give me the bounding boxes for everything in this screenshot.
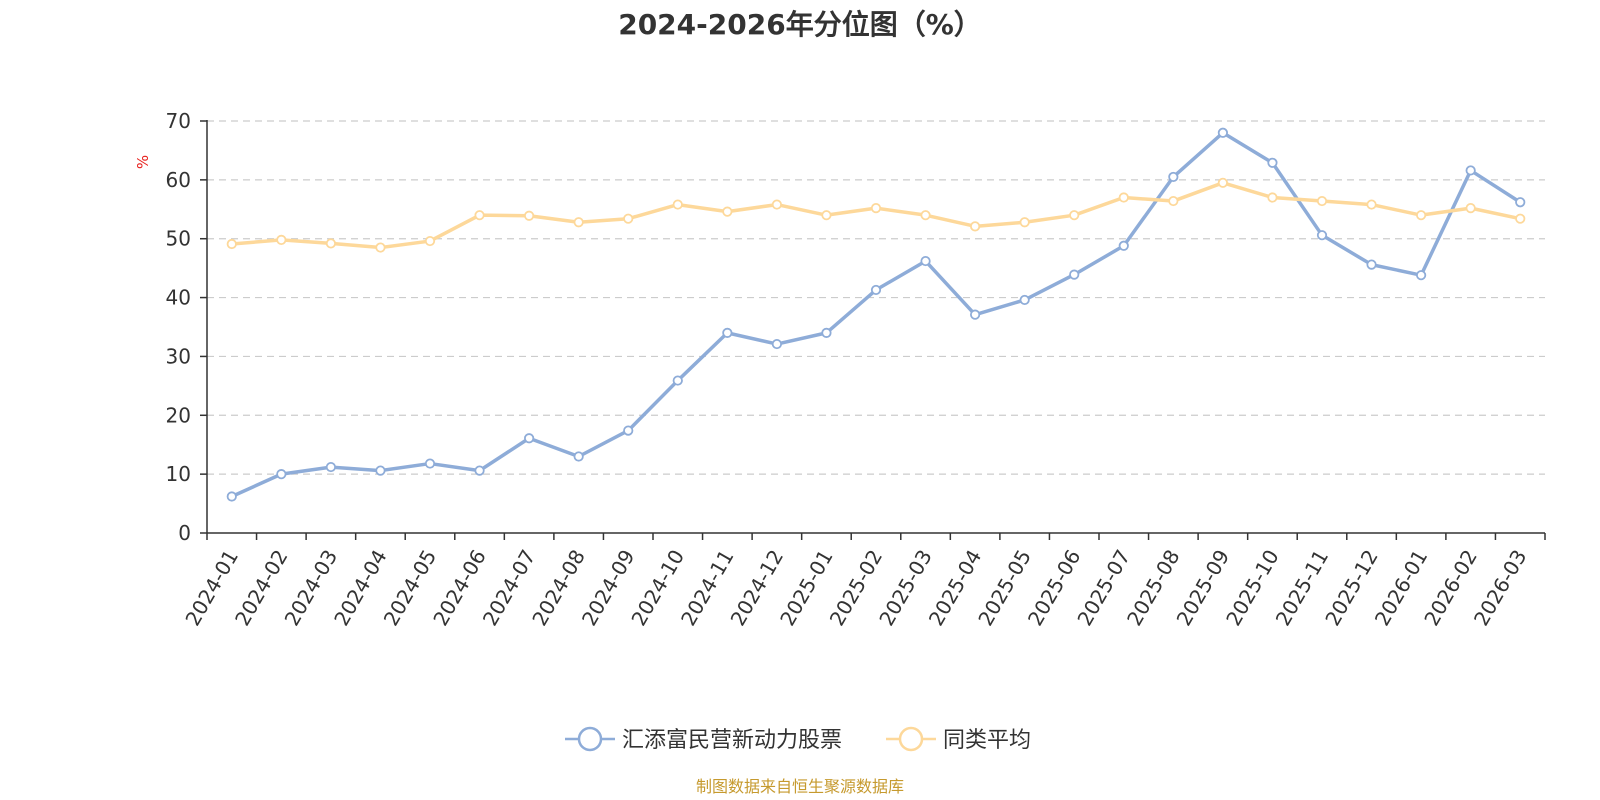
data-point (821, 210, 832, 221)
data-point (623, 213, 634, 224)
data-point (1267, 192, 1278, 203)
data-point (1168, 171, 1179, 183)
series-1 (226, 127, 1526, 502)
data-point (970, 309, 981, 320)
data-point (375, 242, 386, 253)
data-point (870, 203, 882, 214)
data-point (1069, 210, 1080, 221)
data-point (771, 199, 782, 210)
y-tick-label: 0 (178, 521, 191, 545)
data-point (474, 210, 485, 221)
data-point (771, 338, 782, 350)
axes (206, 120, 1546, 540)
data-point (1118, 192, 1129, 203)
data-point (623, 425, 634, 436)
y-tick-label: 30 (166, 344, 191, 368)
data-point (474, 465, 485, 476)
data-point (1118, 240, 1129, 251)
legend-marker (898, 726, 924, 752)
data-point (1515, 197, 1526, 208)
data-point (1316, 195, 1328, 207)
data-point (276, 234, 287, 245)
data-point (722, 327, 733, 338)
legend: 汇添富民营新动力股票 同类平均 (565, 726, 1031, 753)
data-point (1366, 199, 1377, 210)
data-point (524, 210, 535, 221)
y-axis-tick-labels: 0 10 20 30 40 50 60 70 (166, 109, 191, 545)
data-point (920, 210, 931, 221)
data-point (573, 217, 584, 228)
data-point (424, 458, 436, 469)
x-axis-tick-labels: 2024-012024-022024-032024-042024-052024-… (180, 546, 1531, 630)
data-point (1168, 195, 1179, 207)
data-point (1465, 203, 1476, 214)
data-point (375, 465, 386, 476)
legend-label: 汇添富民营新动力股票 (622, 728, 842, 753)
chart-title: 2024-2026年分位图（%） (618, 8, 982, 41)
data-point (1316, 230, 1328, 241)
data-point (226, 491, 237, 502)
data-point (325, 461, 336, 473)
data-point (276, 469, 287, 480)
data-point (1217, 127, 1228, 138)
data-point (226, 238, 237, 250)
legend-marker (577, 726, 603, 752)
data-source-note: 制图数据来自恒生聚源数据库 (696, 777, 904, 796)
data-point (672, 375, 683, 386)
data-point (1019, 217, 1030, 228)
data-point (424, 235, 436, 247)
data-point (970, 221, 981, 232)
series-lines (226, 127, 1526, 502)
gridlines (200, 120, 1545, 534)
y-tick-label: 60 (166, 168, 191, 192)
y-tick-label: 10 (166, 462, 191, 486)
legend-item-1: 汇添富民营新动力股票 (565, 726, 842, 753)
data-point (325, 238, 336, 249)
y-tick-label: 20 (166, 403, 191, 427)
y-tick-label: 50 (166, 227, 191, 251)
data-point (1019, 294, 1030, 306)
data-point (821, 327, 832, 338)
data-point (1267, 157, 1278, 168)
data-point (1217, 177, 1228, 188)
data-point (870, 284, 882, 296)
y-axis-unit-label: % (134, 155, 152, 169)
y-tick-label: 70 (166, 109, 191, 133)
y-tick-label: 40 (166, 286, 191, 310)
series-line (231, 131, 1522, 499)
data-point (1515, 213, 1526, 224)
data-point (573, 451, 584, 462)
series-2 (226, 177, 1526, 253)
data-point (722, 206, 733, 217)
data-point (920, 255, 931, 267)
legend-item-2: 同类平均 (886, 726, 1031, 753)
data-point (1416, 210, 1427, 221)
data-point (1465, 165, 1476, 176)
data-point (1366, 259, 1377, 270)
data-point (672, 199, 683, 210)
data-point (1069, 269, 1080, 280)
data-point (524, 433, 535, 444)
legend-label: 同类平均 (943, 728, 1031, 753)
data-point (1416, 270, 1427, 281)
